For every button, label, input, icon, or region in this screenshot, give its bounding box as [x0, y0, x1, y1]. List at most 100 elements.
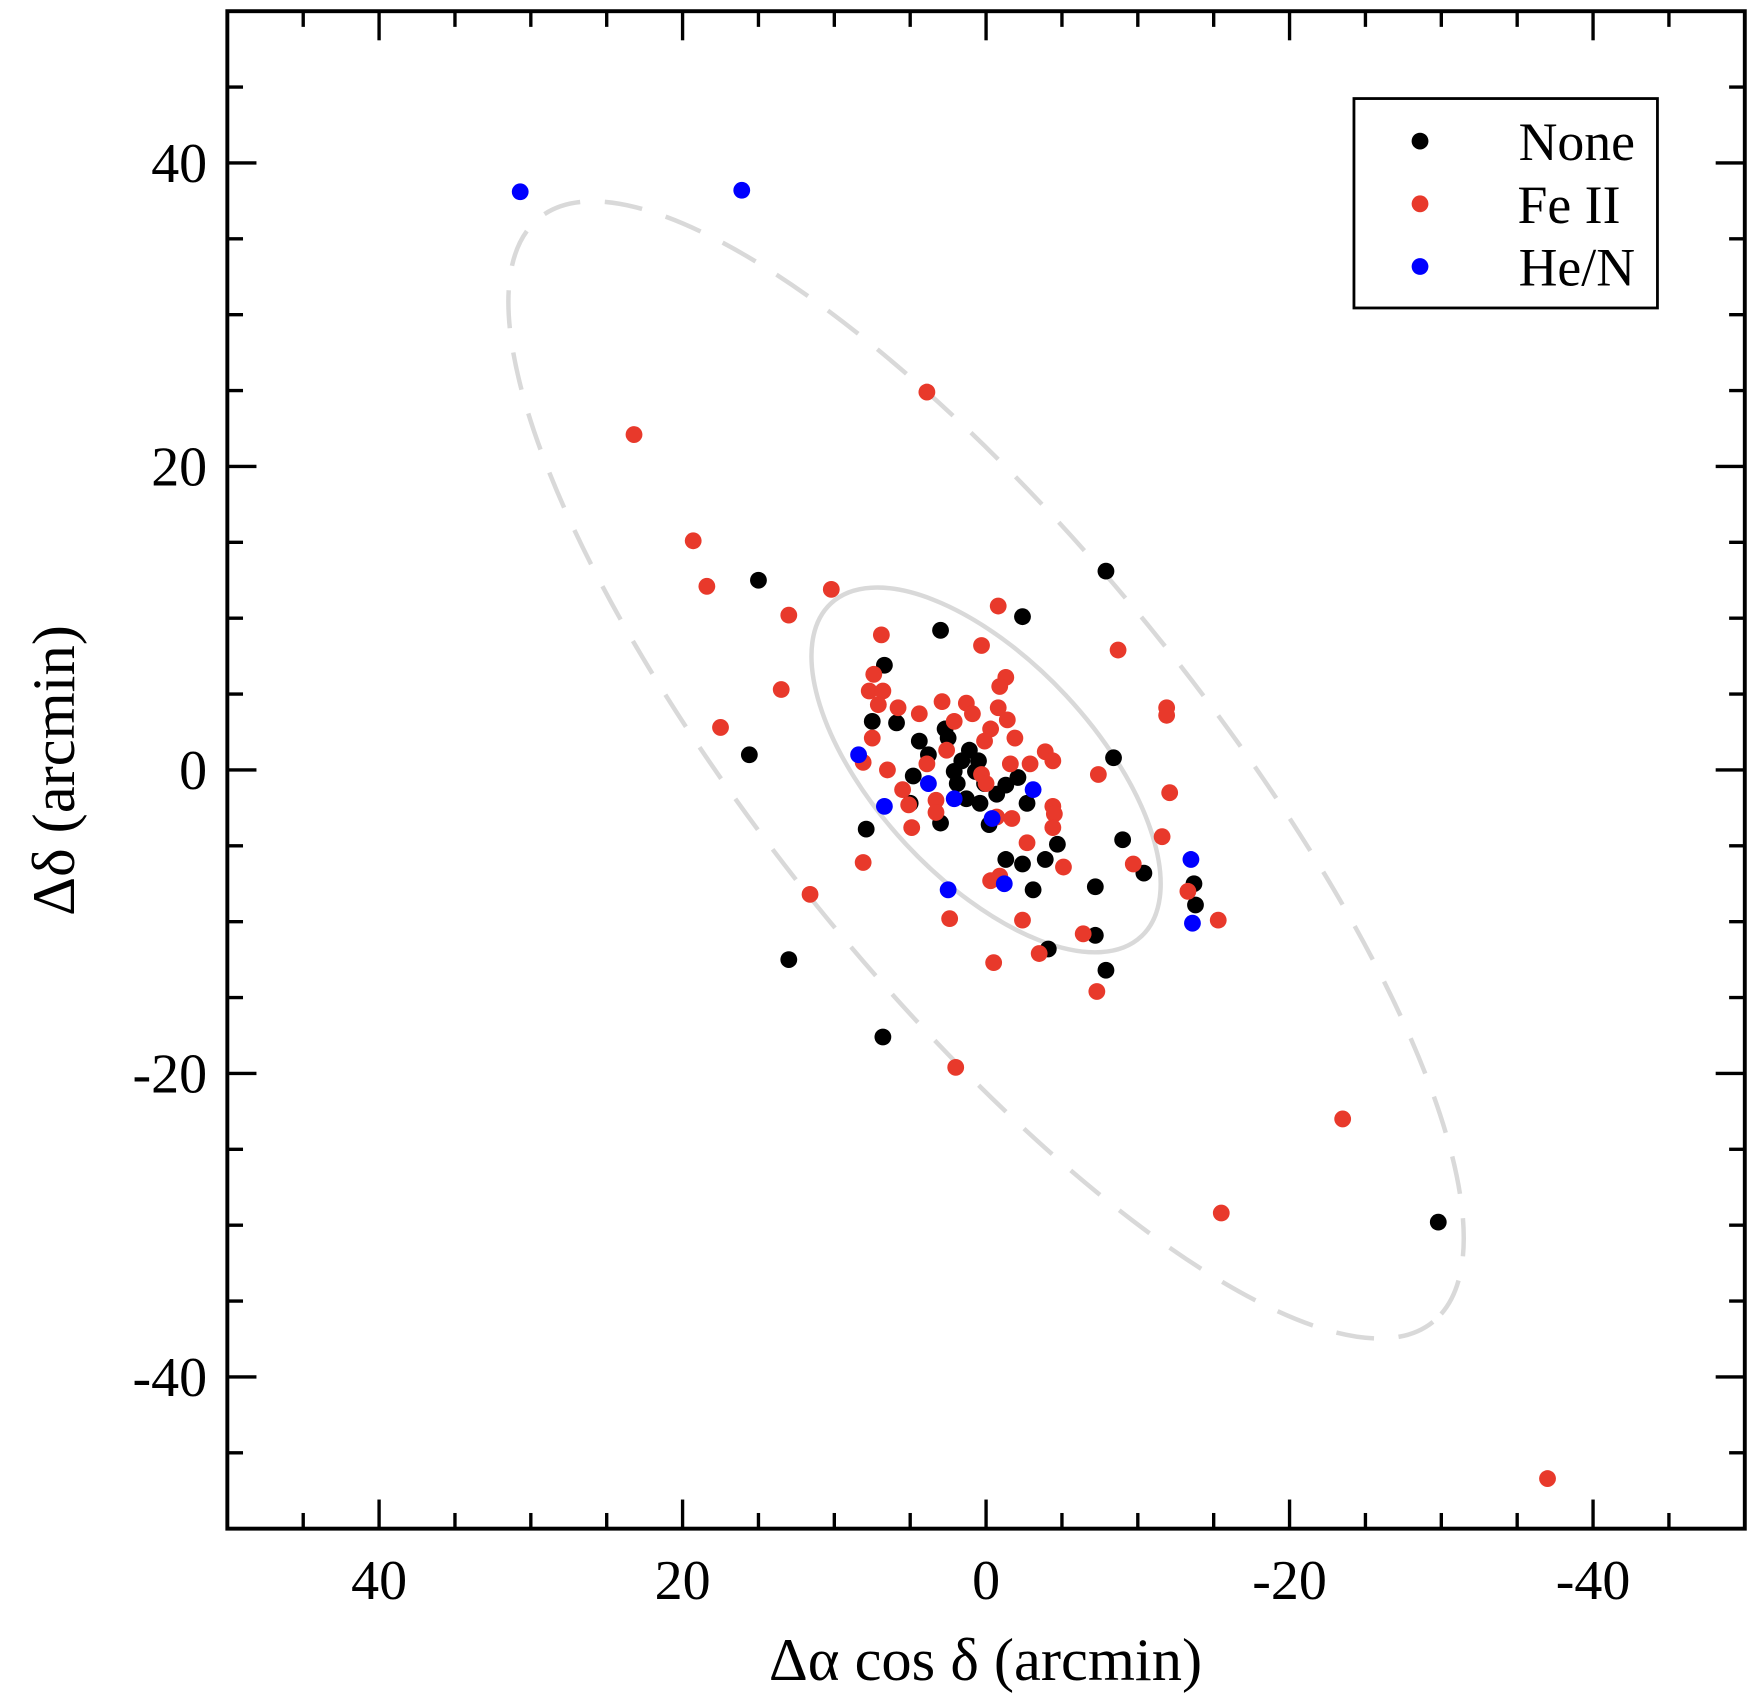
point-fe-ii [889, 699, 907, 717]
point-fe-ii [1089, 766, 1107, 783]
point-fe-ii [1209, 911, 1227, 929]
point-he-n [939, 881, 957, 899]
point-none [1105, 749, 1122, 767]
legend-label-he-n: He/N [1519, 238, 1635, 298]
point-he-n [945, 790, 963, 808]
x-tick-label: -40 [1556, 1550, 1631, 1612]
point-fe-ii [1212, 1204, 1230, 1222]
point-fe-ii [1334, 1110, 1352, 1128]
point-he-n [850, 746, 868, 764]
point-none [1014, 608, 1031, 626]
point-fe-ii [712, 719, 729, 736]
y-tick-label: 20 [151, 436, 207, 498]
point-fe-ii [998, 711, 1016, 729]
ellipse-inner [809, 585, 1163, 955]
point-none [1018, 794, 1036, 812]
point-fe-ii [903, 819, 921, 836]
point-fe-ii [991, 678, 1009, 695]
point-none [863, 712, 881, 730]
point-he-n [920, 775, 937, 792]
point-fe-ii [938, 741, 956, 759]
point-none [997, 851, 1015, 868]
x-tick-label: 20 [655, 1550, 711, 1612]
point-fe-ii [941, 910, 959, 928]
point-he-n [983, 810, 1001, 827]
point-none [740, 746, 758, 764]
point-none [1048, 835, 1066, 853]
point-fe-ii [1179, 882, 1197, 900]
point-fe-ii [698, 577, 716, 595]
point-fe-ii [977, 775, 995, 792]
legend-box [1352, 97, 1659, 310]
point-fe-ii [874, 682, 892, 700]
legend: None Fe II He/N [1352, 97, 1659, 310]
point-fe-ii [865, 665, 883, 683]
point-fe-ii [869, 696, 887, 714]
point-fe-ii [989, 699, 1007, 717]
point-fe-ii [900, 796, 918, 814]
point-none [953, 752, 971, 770]
point-fe-ii [860, 682, 878, 700]
point-fe-ii [1153, 828, 1171, 846]
point-none [874, 1028, 892, 1046]
point-fe-ii [1014, 911, 1031, 929]
point-fe-ii [1124, 855, 1142, 873]
point-none [1009, 769, 1027, 786]
legend-label-none: None [1519, 112, 1635, 172]
point-fe-ii [684, 532, 702, 550]
y-tick-label: -20 [133, 1043, 208, 1105]
legend-marker-fe-ii [1411, 195, 1429, 213]
point-fe-ii [1109, 641, 1127, 659]
point-fe-ii [989, 597, 1007, 615]
point-fe-ii [927, 791, 945, 809]
point-none [1086, 878, 1104, 896]
point-fe-ii [772, 681, 790, 698]
point-fe-ii [973, 637, 990, 654]
x-tick-label: 40 [351, 1550, 407, 1612]
point-fe-ii [918, 383, 936, 401]
point-fe-ii [1003, 810, 1021, 827]
legend-marker-none [1411, 132, 1429, 150]
point-fe-ii [854, 854, 872, 871]
point-fe-ii [945, 712, 963, 730]
y-tick-label: -40 [133, 1347, 208, 1409]
point-fe-ii [976, 732, 993, 750]
point-fe-ii [1539, 1470, 1556, 1487]
point-none [904, 767, 922, 785]
y-tick-label: 40 [151, 133, 207, 195]
point-fe-ii [918, 755, 936, 773]
point-fe-ii [780, 606, 798, 624]
y-tick-label: 0 [179, 740, 207, 802]
point-none [910, 732, 928, 750]
point-none [1097, 961, 1115, 979]
x-tick-label: -20 [1252, 1550, 1327, 1612]
point-fe-ii [863, 729, 881, 747]
legend-label-fe-ii: Fe II [1517, 175, 1620, 235]
point-none [1024, 881, 1042, 899]
point-none [857, 820, 875, 838]
points-layer [511, 181, 1556, 1487]
point-none [1097, 562, 1115, 580]
point-fe-ii [947, 1058, 965, 1076]
point-fe-ii [1044, 752, 1062, 770]
point-fe-ii [1006, 729, 1024, 747]
plot-frame [225, 9, 1747, 1531]
point-none [750, 571, 767, 589]
point-none [988, 785, 1006, 803]
point-none [1114, 831, 1132, 849]
point-none [780, 951, 798, 969]
point-none [1187, 896, 1204, 914]
point-none [948, 775, 966, 792]
point-fe-ii [1021, 755, 1039, 773]
point-none [888, 714, 905, 732]
point-fe-ii [985, 954, 1003, 972]
legend-marker-he-n [1411, 258, 1429, 275]
point-he-n [511, 183, 529, 201]
point-none [970, 752, 987, 770]
point-fe-ii [1044, 819, 1062, 836]
point-fe-ii [910, 705, 928, 723]
tick-labels-layer: 40 20 0 -20 -40 40 20 0 -20 -40 [133, 133, 1631, 1612]
point-fe-ii [964, 705, 981, 723]
ticks-layer [227, 11, 1745, 1529]
